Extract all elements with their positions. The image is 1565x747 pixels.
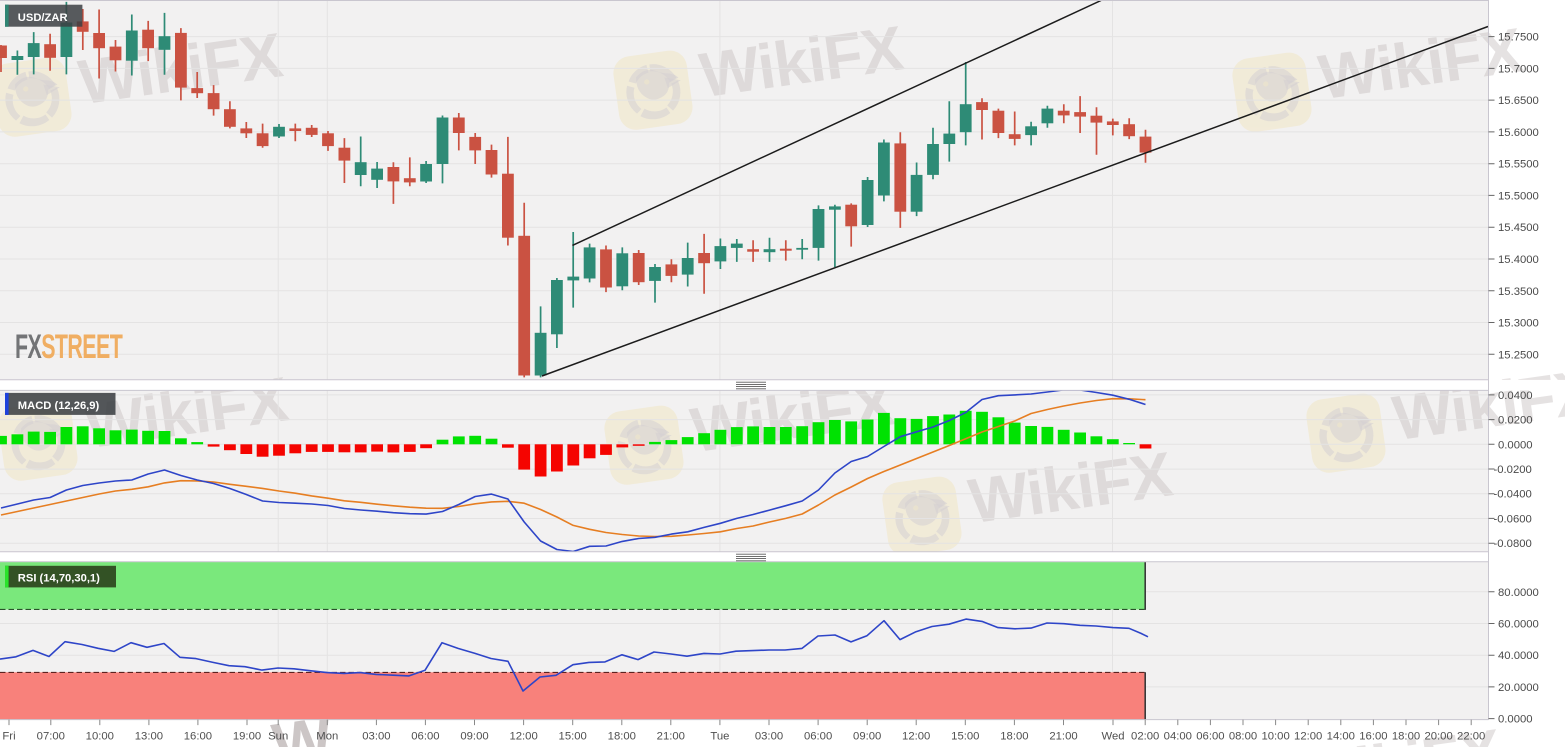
svg-text:15.6500: 15.6500 (1498, 95, 1539, 107)
svg-text:USD/ZAR: USD/ZAR (18, 12, 68, 24)
svg-text:18:00: 18:00 (1000, 731, 1028, 743)
svg-text:60.0000: 60.0000 (1498, 619, 1539, 631)
svg-text:Sun: Sun (268, 731, 288, 743)
svg-text:21:00: 21:00 (1049, 731, 1077, 743)
svg-text:16:00: 16:00 (1359, 731, 1387, 743)
svg-text:MACD (12,26,9): MACD (12,26,9) (18, 400, 100, 412)
svg-text:Fri: Fri (2, 731, 15, 743)
svg-text:15.5500: 15.5500 (1498, 159, 1539, 171)
svg-text:15.2500: 15.2500 (1498, 349, 1539, 361)
svg-text:07:00: 07:00 (37, 731, 65, 743)
svg-text:02:00: 02:00 (1131, 731, 1159, 743)
svg-text:16:00: 16:00 (184, 731, 212, 743)
svg-text:-0.0200: -0.0200 (1494, 464, 1532, 476)
svg-text:15.7000: 15.7000 (1498, 63, 1539, 75)
svg-text:08:00: 08:00 (1229, 731, 1257, 743)
svg-text:15.4500: 15.4500 (1498, 222, 1539, 234)
svg-text:15.5000: 15.5000 (1498, 190, 1539, 202)
svg-text:0.0000: 0.0000 (1498, 439, 1533, 451)
svg-text:04:00: 04:00 (1164, 731, 1192, 743)
svg-text:RSI (14,70,30,1): RSI (14,70,30,1) (18, 573, 100, 585)
svg-text:03:00: 03:00 (755, 731, 783, 743)
svg-text:80.0000: 80.0000 (1498, 587, 1539, 599)
svg-text:03:00: 03:00 (362, 731, 390, 743)
svg-text:15.3500: 15.3500 (1498, 286, 1539, 298)
svg-text:13:00: 13:00 (135, 731, 163, 743)
svg-text:15:00: 15:00 (951, 731, 979, 743)
svg-text:12:00: 12:00 (902, 731, 930, 743)
svg-text:20.0000: 20.0000 (1498, 682, 1539, 694)
svg-text:09:00: 09:00 (853, 731, 881, 743)
svg-text:14:00: 14:00 (1327, 731, 1355, 743)
svg-text:-0.0400: -0.0400 (1494, 489, 1532, 501)
svg-text:Tue: Tue (710, 731, 729, 743)
svg-text:18:00: 18:00 (608, 731, 636, 743)
svg-text:15.7500: 15.7500 (1498, 32, 1539, 44)
svg-text:18:00: 18:00 (1392, 731, 1420, 743)
svg-text:06:00: 06:00 (804, 731, 832, 743)
svg-text:0.0200: 0.0200 (1498, 415, 1533, 427)
svg-text:FXSTREET: FXSTREET (15, 328, 123, 366)
svg-text:15:00: 15:00 (559, 731, 587, 743)
svg-text:06:00: 06:00 (411, 731, 439, 743)
svg-text:-0.0600: -0.0600 (1494, 513, 1532, 525)
svg-text:20:00: 20:00 (1424, 731, 1452, 743)
svg-text:15.4000: 15.4000 (1498, 254, 1539, 266)
svg-text:21:00: 21:00 (657, 731, 685, 743)
svg-text:0.0400: 0.0400 (1498, 390, 1533, 402)
svg-text:15.6000: 15.6000 (1498, 127, 1539, 139)
svg-text:19:00: 19:00 (233, 731, 261, 743)
svg-text:15.3000: 15.3000 (1498, 318, 1539, 330)
svg-text:Wed: Wed (1101, 731, 1124, 743)
svg-text:12:00: 12:00 (509, 731, 537, 743)
svg-text:Mon: Mon (316, 731, 338, 743)
svg-text:10:00: 10:00 (1261, 731, 1289, 743)
svg-text:-0.0800: -0.0800 (1494, 538, 1532, 550)
svg-text:12:00: 12:00 (1294, 731, 1322, 743)
svg-text:09:00: 09:00 (460, 731, 488, 743)
svg-text:0.0000: 0.0000 (1498, 714, 1533, 726)
svg-text:06:00: 06:00 (1196, 731, 1224, 743)
svg-text:22:00: 22:00 (1457, 731, 1485, 743)
svg-text:40.0000: 40.0000 (1498, 650, 1539, 662)
svg-text:10:00: 10:00 (86, 731, 114, 743)
